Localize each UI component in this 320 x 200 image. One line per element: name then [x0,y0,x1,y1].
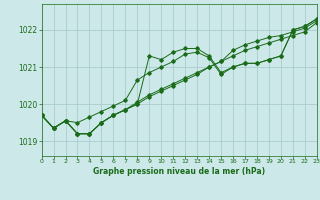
X-axis label: Graphe pression niveau de la mer (hPa): Graphe pression niveau de la mer (hPa) [93,167,265,176]
